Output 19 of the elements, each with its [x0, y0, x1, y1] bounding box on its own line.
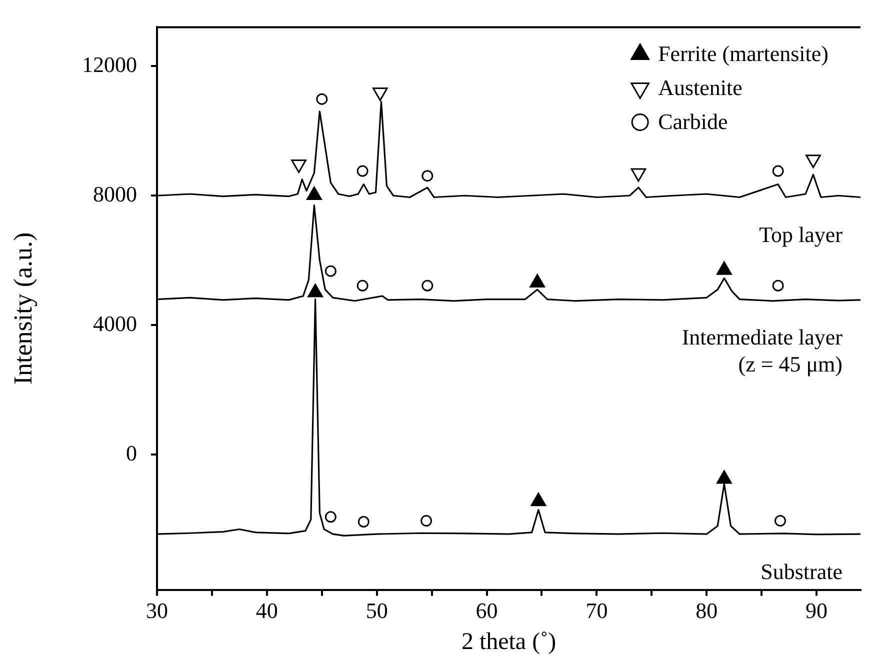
y-tick-label: 4000: [93, 310, 137, 336]
x-tick-label: 80: [696, 598, 718, 623]
legend-label: Carbide: [658, 108, 728, 134]
series-label: Top layer: [759, 222, 844, 248]
x-tick-label: 60: [476, 598, 498, 623]
y-axis-title: Intensity (a.u.): [8, 232, 38, 385]
x-tick-label: 30: [146, 598, 168, 623]
y-tick-label: 8000: [93, 181, 137, 206]
y-tick-label: 0: [126, 440, 137, 466]
y-tick-label: 12000: [82, 52, 137, 77]
series-label: Intermediate layer (z = 45 μm): [682, 324, 844, 377]
legend-label: Ferrite (martensite): [658, 40, 829, 66]
x-tick-label: 70: [586, 598, 608, 623]
series-label: Substrate: [760, 558, 842, 584]
x-tick-label: 90: [806, 598, 828, 623]
x-tick-label: 50: [366, 598, 388, 623]
x-tick-label: 40: [256, 598, 278, 623]
legend-label: Austenite: [658, 74, 742, 100]
x-axis-title: 2 theta (˚): [461, 628, 556, 655]
